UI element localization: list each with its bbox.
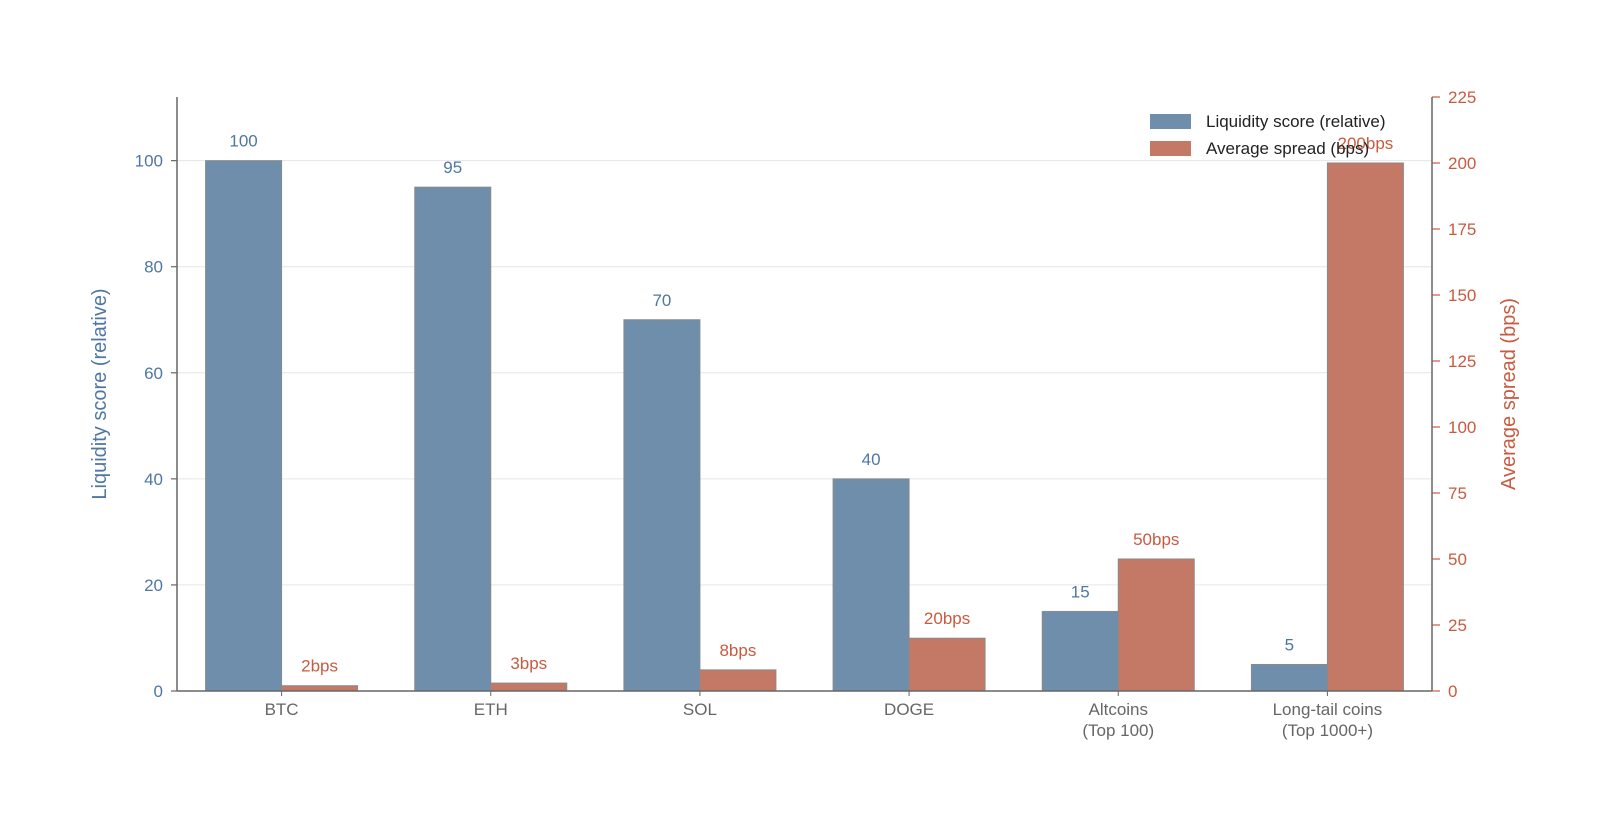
spread-bar [699,669,777,692]
left-tick-label: 40 [144,470,163,489]
x-tick-label: SOL [683,700,717,719]
left-tick-label: 20 [144,576,163,595]
right-tick-label: 225 [1448,88,1476,107]
left-tick-label: 0 [154,682,163,701]
data-labels: 100 2bps 95 3bps 70 8bps 40 20bps 15 50bps 5 200bps [229,132,1393,676]
liquidity-value-label: 95 [443,158,462,177]
x-tick-label: (Top 1000+) [1282,721,1373,740]
spread-value-label: 50bps [1133,530,1179,549]
legend-swatch [1150,141,1191,156]
spread-value-label: 8bps [719,641,756,660]
right-tick-label: 200 [1448,154,1476,173]
right-tick-label: 50 [1448,550,1467,569]
left-tick-label: 80 [144,258,163,277]
legend-label: Liquidity score (relative) [1206,112,1386,131]
liquidity-bar [623,319,701,692]
spread-value-label: 2bps [301,657,338,676]
spread-bar [490,682,568,692]
x-tick-label: Altcoins [1088,700,1148,719]
liquidity-value-label: 100 [229,132,257,151]
spread-bar [281,685,359,692]
liquidity-value-label: 15 [1071,582,1090,601]
x-tick-label: DOGE [884,700,934,719]
x-tick-label: Long-tail coins [1273,700,1383,719]
right-tick-label: 75 [1448,484,1467,503]
axes: 0 20 40 60 80 100 0 25 50 75 100 125 150 175 200 225 BTC… [89,88,1520,740]
liquidity-value-label: 70 [652,291,671,310]
liquidity-bar [414,186,492,692]
right-axis-title: Average spread (bps) [1498,298,1520,490]
right-tick-label: 0 [1448,682,1457,701]
liquidity-value-label: 40 [862,450,881,469]
liquidity-value-label: 5 [1285,635,1294,654]
left-axis-title: Liquidity score (relative) [89,288,111,499]
legend-swatch [1150,114,1191,129]
right-tick-label: 175 [1448,220,1476,239]
spread-value-label: 20bps [924,609,970,628]
liquidity-bar [1041,610,1119,692]
spread-bar [908,637,986,692]
spread-bar [1326,162,1404,692]
bar-group [205,160,1404,692]
gridlines [177,160,1432,586]
left-tick-label: 100 [135,152,163,171]
spread-bar [1117,558,1195,692]
spread-value-label: 3bps [510,654,547,673]
right-tick-label: 25 [1448,616,1467,635]
x-tick-label: (Top 100) [1082,721,1154,740]
spread-value-label: 200bps [1338,134,1394,153]
right-tick-label: 125 [1448,352,1476,371]
x-tick-label: BTC [265,700,299,719]
x-tick-label: ETH [474,700,508,719]
legend-label: Average spread (bps) [1206,139,1369,158]
legend: Liquidity score (relative) Average spread… [1150,112,1386,158]
left-tick-label: 60 [144,364,163,383]
right-tick-label: 150 [1448,286,1476,305]
liquidity-bar [1250,663,1328,692]
liquidity-bar [205,160,283,692]
right-tick-label: 100 [1448,418,1476,437]
liquidity-bar [832,478,910,692]
